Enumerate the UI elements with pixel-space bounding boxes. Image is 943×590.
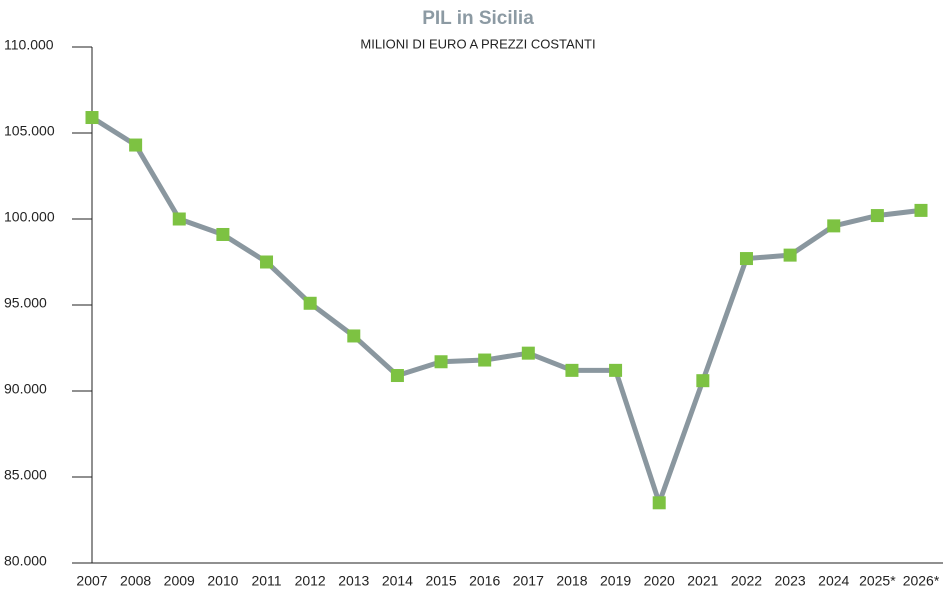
marker xyxy=(129,138,143,152)
marker xyxy=(303,296,317,310)
x-tick-label: 2018 xyxy=(556,573,587,589)
marker xyxy=(565,363,579,377)
marker xyxy=(914,203,928,217)
line xyxy=(90,115,922,506)
x-tick-label: 2013 xyxy=(338,573,369,589)
x-tick-label: 2022 xyxy=(731,573,762,589)
y-tick-label: 85.000 xyxy=(4,467,47,483)
y-tick-label: 100.000 xyxy=(4,209,55,225)
marker xyxy=(434,355,448,369)
x-tick-label: 2023 xyxy=(775,573,806,589)
chart-subtitle: MILIONI DI EURO A PREZZI COSTANTI xyxy=(360,36,595,51)
marker xyxy=(172,212,186,226)
x-tick-label: 2019 xyxy=(600,573,631,589)
marker xyxy=(783,248,797,262)
x-tick-label: 2015 xyxy=(425,573,456,589)
x-tick-label: 2026* xyxy=(903,573,940,589)
marker xyxy=(739,252,753,266)
marker xyxy=(652,496,666,510)
x-tick-label: 2008 xyxy=(120,573,151,589)
x-tick-label: 2011 xyxy=(251,573,281,589)
marker xyxy=(478,353,492,367)
marker xyxy=(827,219,841,233)
x-tick-label: 2012 xyxy=(295,573,326,589)
marker xyxy=(696,374,710,388)
y-tick-label: 90.000 xyxy=(4,381,47,397)
x-tick-label: 2020 xyxy=(644,573,675,589)
marker xyxy=(609,363,623,377)
marker xyxy=(260,255,274,269)
marker xyxy=(521,346,535,360)
chart-title: PIL in Sicilia xyxy=(422,8,534,29)
y-tick-label: 95.000 xyxy=(4,295,47,311)
x-tick-label: 2016 xyxy=(469,573,500,589)
x-tick-label: 2010 xyxy=(207,573,238,589)
y-tick-label: 105.000 xyxy=(4,123,55,139)
x-tick-label: 2021 xyxy=(687,573,718,589)
x-tick-label: 2007 xyxy=(76,573,107,589)
marker xyxy=(216,227,230,241)
x-tick-label: 2024 xyxy=(818,573,849,589)
y-tick-label: 80.000 xyxy=(4,553,47,569)
x-tick-label: 2009 xyxy=(164,573,195,589)
marker xyxy=(390,369,404,383)
marker xyxy=(870,209,884,223)
marker xyxy=(347,329,361,343)
x-tick-label: 2014 xyxy=(382,573,413,589)
x-tick-label: 2025* xyxy=(859,573,896,589)
marker xyxy=(85,111,99,125)
x-tick-label: 2017 xyxy=(513,573,544,589)
y-tick-label: 110.000 xyxy=(4,37,54,53)
